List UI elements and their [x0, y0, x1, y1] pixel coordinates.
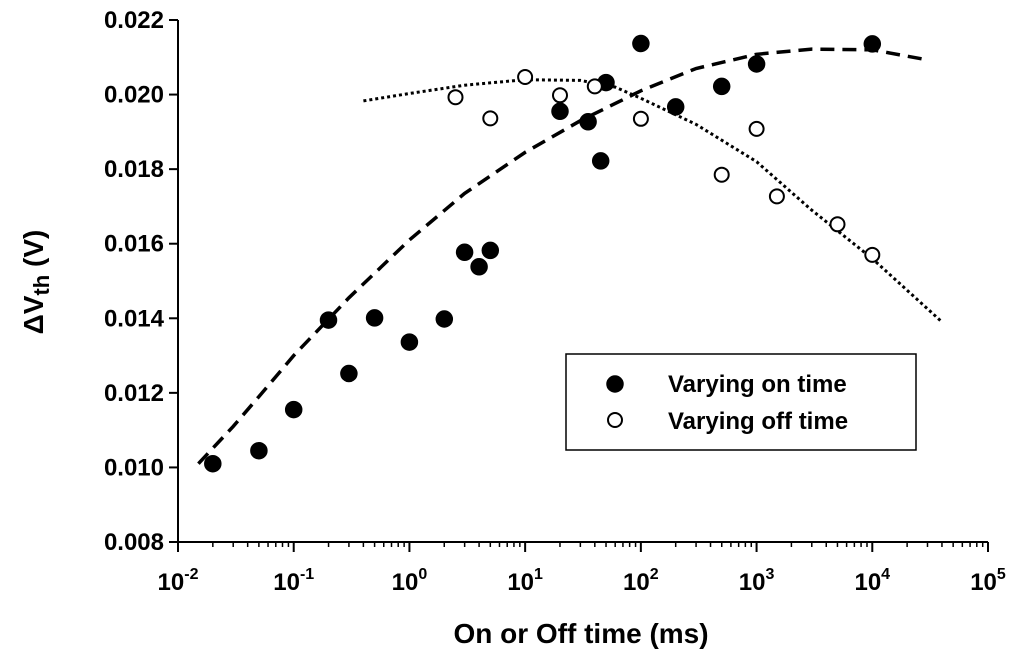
point-on-time [666, 98, 685, 116]
x-tick-exponent: 2 [650, 566, 659, 583]
x-axis-title: On or Off time (ms) [453, 618, 708, 649]
y-axis-title-delta: Δ [18, 314, 49, 334]
x-tick-exponent: -1 [300, 566, 314, 583]
x-tick-exponent: 5 [997, 566, 1006, 583]
x-tick-base: 10 [854, 569, 881, 596]
legend-marker-open [607, 412, 623, 428]
point-on-time [284, 400, 303, 419]
y-tick-label: 0.016 [104, 231, 164, 258]
point-on-time [579, 113, 597, 131]
x-tick-base: 10 [739, 569, 766, 596]
x-tick-exponent: 3 [765, 566, 774, 583]
point-on-time [551, 102, 569, 121]
point-off-time [829, 216, 846, 233]
x-tick-base: 10 [970, 569, 997, 596]
point-on-time [481, 241, 500, 260]
y-axis-title: ΔVth (V) [18, 230, 54, 335]
point-on-time [712, 77, 731, 96]
point-off-time [586, 78, 603, 95]
x-tick-exponent: -2 [184, 566, 198, 583]
x-tick-label: 103 [739, 566, 775, 596]
fit-line-off-time [363, 78, 944, 324]
point-off-time [482, 110, 499, 127]
legend-box [565, 353, 917, 451]
y-tick-label: 0.012 [104, 380, 164, 407]
fit-line-on-time [197, 47, 928, 465]
y-tick-label: 0.020 [104, 82, 164, 109]
x-tick-base: 10 [158, 569, 185, 596]
x-ticks: 10-2 10-1 100 101 102 103 104 105 [158, 542, 1006, 596]
point-on-time [365, 309, 384, 327]
x-tick-base: 10 [273, 569, 300, 596]
point-off-time [768, 188, 785, 205]
point-on-time [747, 55, 766, 73]
x-tick-label: 100 [392, 566, 428, 596]
point-on-time [435, 310, 454, 328]
x-tick-exponent: 1 [534, 566, 543, 583]
point-on-time [470, 258, 488, 276]
y-axis-title-unit: (V) [18, 230, 49, 275]
y-tick-label: 0.008 [104, 529, 164, 556]
y-axis-title-sub: th [29, 275, 54, 296]
data-points [204, 34, 882, 473]
x-tick-exponent: 0 [418, 566, 427, 583]
x-tick-label: 104 [854, 566, 890, 596]
point-on-time [250, 441, 268, 460]
y-tick-label: 0.014 [104, 305, 165, 332]
plot-area [177, 20, 988, 543]
point-on-time [591, 152, 610, 170]
point-off-time [632, 110, 649, 127]
legend-label-on-time: Varying on time [668, 371, 847, 398]
x-tick-base: 10 [507, 569, 534, 596]
fit-lines [197, 47, 944, 465]
point-off-time [713, 166, 730, 183]
point-on-time [632, 34, 650, 53]
x-tick-exponent: 4 [881, 566, 890, 583]
point-off-time [864, 246, 881, 263]
legend: Varying on time Varying off time [565, 353, 917, 451]
point-on-time [455, 243, 474, 262]
point-on-time [319, 311, 338, 329]
point-off-time [552, 87, 568, 104]
x-tick-label: 102 [623, 566, 659, 596]
x-tick-base: 10 [392, 569, 419, 596]
legend-label-off-time: Varying off time [668, 408, 848, 435]
point-off-time [517, 69, 534, 85]
y-tick-label: 0.018 [104, 156, 164, 183]
y-ticks: 0.008 0.010 0.012 0.014 0.016 0.018 0.020 0.022 [104, 7, 178, 556]
point-on-time [863, 35, 882, 53]
x-tick-base: 10 [623, 569, 650, 596]
x-tick-label: 10-2 [158, 566, 199, 596]
point-off-time [447, 89, 464, 106]
x-tick-label: 105 [970, 566, 1006, 596]
x-tick-label: 101 [507, 566, 543, 596]
point-on-time [400, 333, 419, 351]
y-tick-label: 0.022 [104, 7, 164, 34]
point-off-time [748, 120, 765, 137]
legend-marker-filled [606, 375, 624, 393]
y-tick-label: 0.010 [104, 454, 164, 481]
point-on-time [204, 454, 222, 473]
y-axis-title-main: V [18, 295, 49, 314]
point-on-time [340, 364, 358, 383]
x-tick-label: 10-1 [273, 566, 314, 596]
